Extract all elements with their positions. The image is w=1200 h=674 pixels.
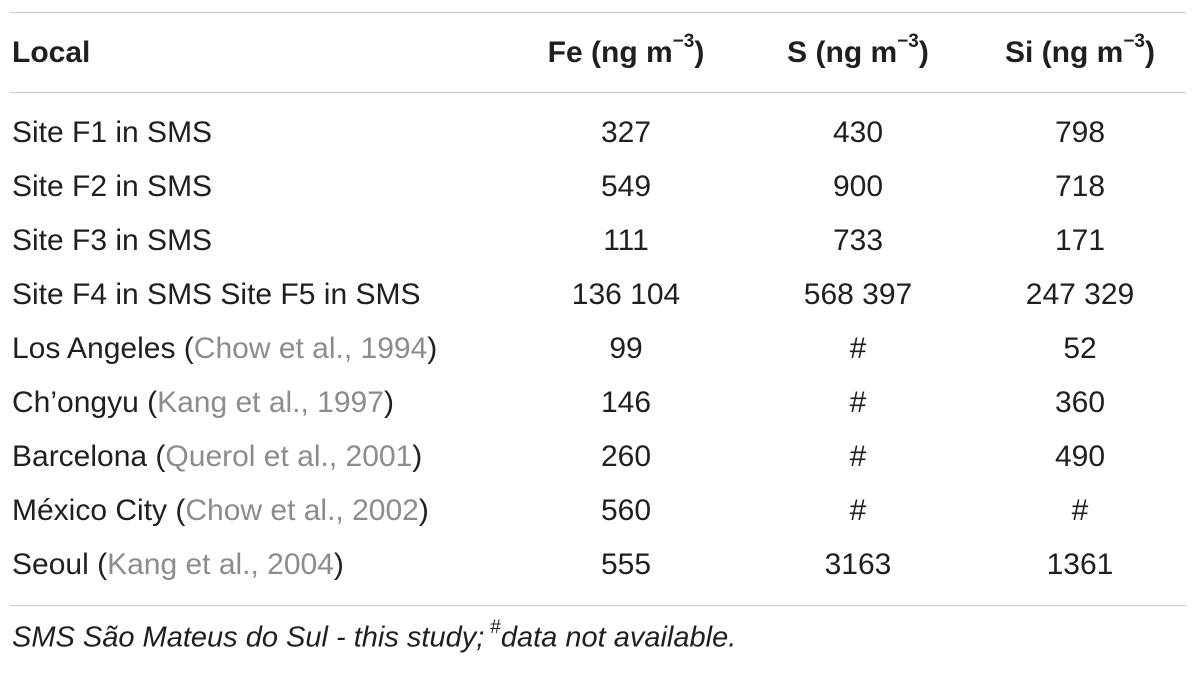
cell-local: Los Angeles (Chow et al., 1994) [12,332,438,365]
cell-fe: 549 [600,170,652,203]
data-table: Local Fe (ng m−3) S (ng m−3) Si (ng m−3)… [10,13,1186,592]
table-row: Site F3 in SMS 111 733 171 [10,214,1186,268]
table-top-rule [10,12,1186,13]
cell-fe: 555 [600,548,652,581]
local-name: Los Angeles ( [12,332,194,365]
header-row: Local Fe (ng m−3) S (ng m−3) Si (ng m−3) [10,13,1186,92]
cell-si: 1361 [1046,548,1114,581]
local-name: Barcelona ( [12,440,166,473]
cell-si: 360 [1054,386,1106,419]
local-name: Ch’ongyu ( [12,386,158,419]
table-row: Ch’ongyu (Kang et al., 1997) 146 #360 [10,376,1186,430]
cell-fe: 327 [600,116,652,149]
cell-fe: 146 [600,386,652,419]
cell-fe: 260 [600,440,652,473]
cell-fe: 111 [603,224,649,257]
citation-link[interactable]: Chow et al., 1994 [193,332,428,365]
citation-link[interactable]: Kang et al., 2004 [107,548,334,581]
cell-s: # [849,494,867,527]
table-row: México City (Chow et al., 2002) 560 # # [10,484,1186,538]
cell-s: # [849,332,867,365]
header-fe: Fe (ng m−3) [547,31,705,69]
citation-link[interactable]: Kang et al., 1997 [157,386,384,419]
cell-local: Seoul (Kang et al., 2004) [12,548,344,581]
cell-s: # [849,386,867,419]
cell-si: 52 [1063,332,1097,365]
citation-link[interactable]: Querol et al., 2001 [165,440,413,473]
table-row: Site F2 in SMS 549 900 718 [10,160,1186,214]
cell-si: # [1071,494,1089,527]
table-bottom-rule [10,605,1186,606]
cell-s: 430 [832,116,884,149]
cell-local: México City (Chow et al., 2002) [12,494,429,527]
local-name: Seoul ( [12,548,108,581]
cell-s: # [849,440,867,473]
citation-link[interactable]: Chow et al., 2002 [185,494,419,527]
local-name: Site F1 in SMS [12,116,213,149]
cell-local: Site F3 in SMS [10,214,510,268]
cell-s: 733 [832,224,884,257]
cell-si: 798 [1054,116,1106,149]
table-footnote: SMS São Mateus do Sul - this study; #data… [12,617,737,654]
header-s: S (ng m−3) [787,31,929,69]
header-si: Si (ng m−3) [1004,31,1155,69]
table-row: Site F1 in SMS 327 430 798 [10,92,1186,160]
cell-fe: 99 [609,332,643,365]
cell-s: 3163 [824,548,892,581]
cell-local: Site F1 in SMS [10,92,510,160]
local-name: Site F3 in SMS [12,224,213,257]
cell-si: 247 329 [1025,278,1135,311]
table-row: Site F4 in SMS Site F5 in SMS 136 104 568 … [10,268,1186,322]
local-name: México City ( [12,494,186,527]
cell-fe: 136 104 [571,278,681,311]
cell-local: Ch’ongyu (Kang et al., 1997) [12,386,394,419]
cell-s: 900 [832,170,884,203]
table-row: Barcelona (Querol et al., 2001) 260 #490 [10,430,1186,484]
local-name: Site F4 in SMS Site F5 in SMS [12,278,421,311]
local-name: Site F2 in SMS [12,170,213,203]
table-row: Seoul (Kang et al., 2004) 555 3163 1361 [10,538,1186,592]
cell-si: 490 [1054,440,1106,473]
cell-local: Site F4 in SMS Site F5 in SMS [10,268,510,322]
cell-si: 718 [1054,170,1106,203]
cell-local: Barcelona (Querol et al., 2001) [12,440,423,473]
cell-fe: 560 [600,494,652,527]
cell-local: Site F2 in SMS [10,160,510,214]
cell-s: 568 397 [803,278,913,311]
table-body: Site F1 in SMS 327 430 798 Site F2 in SMS 549… [10,92,1186,592]
table-row: Los Angeles (Chow et al., 1994) 99 #52 [10,322,1186,376]
header-rule [10,92,1186,93]
header-local: Local [12,35,91,69]
cell-si: 171 [1054,224,1106,257]
